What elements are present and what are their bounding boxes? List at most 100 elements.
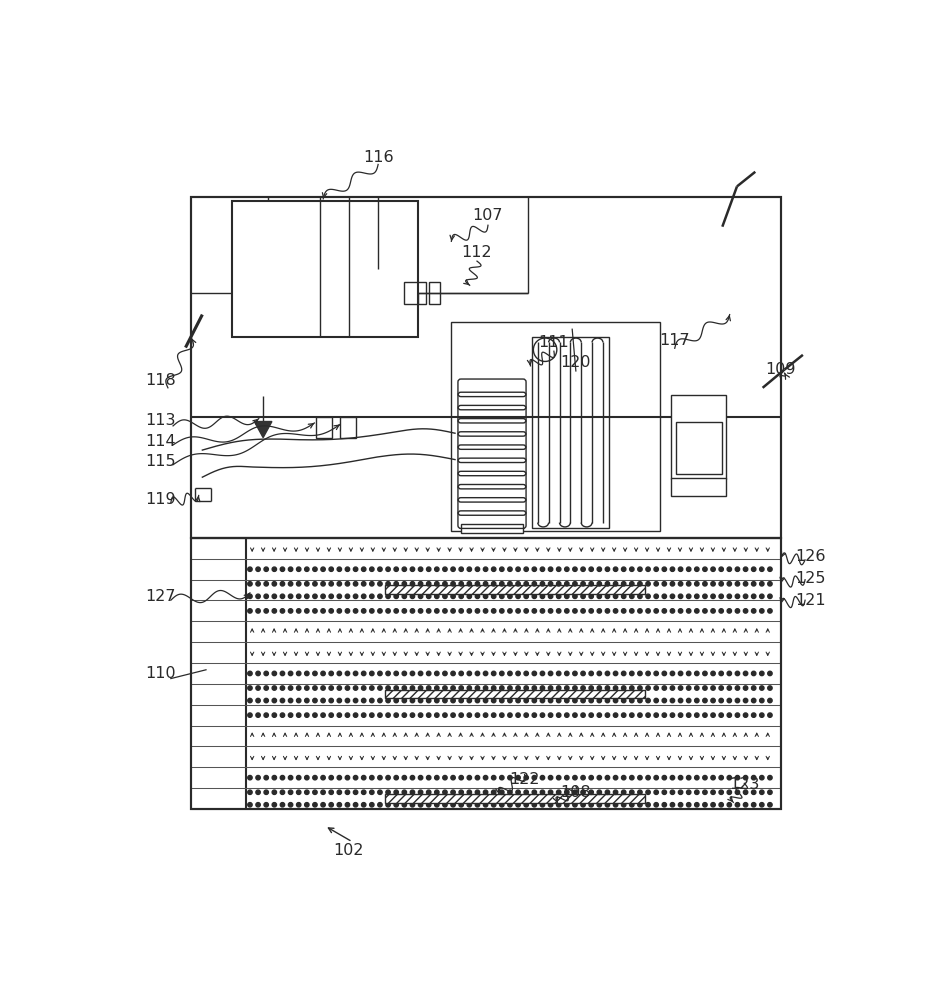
Circle shape [499,775,503,780]
Circle shape [304,609,309,613]
Circle shape [669,582,674,586]
Circle shape [288,671,293,676]
Circle shape [263,609,268,613]
Circle shape [329,582,333,586]
Circle shape [402,609,406,613]
Circle shape [280,790,284,794]
Bar [429,282,440,304]
Circle shape [288,609,293,613]
Circle shape [653,698,658,703]
Circle shape [678,567,683,571]
Circle shape [726,698,731,703]
Circle shape [369,803,374,807]
Circle shape [378,582,381,586]
Circle shape [288,790,293,794]
Circle shape [662,775,666,780]
Circle shape [507,671,512,676]
Circle shape [556,609,561,613]
Circle shape [263,671,268,676]
Circle shape [369,698,374,703]
Circle shape [353,594,358,599]
Circle shape [385,594,390,599]
Circle shape [645,686,649,690]
Circle shape [581,698,584,703]
Circle shape [572,686,577,690]
Circle shape [247,609,252,613]
Circle shape [750,713,755,717]
Circle shape [572,803,577,807]
Circle shape [499,686,503,690]
Circle shape [272,686,277,690]
Circle shape [710,803,715,807]
Circle shape [662,803,666,807]
Circle shape [662,609,666,613]
Circle shape [507,803,512,807]
Circle shape [426,609,430,613]
Circle shape [750,790,755,794]
Circle shape [280,609,284,613]
Circle shape [645,698,649,703]
Circle shape [540,567,544,571]
Circle shape [329,671,333,676]
Text: 115: 115 [145,454,176,469]
Circle shape [678,803,683,807]
Circle shape [434,582,439,586]
Circle shape [312,713,317,717]
Circle shape [613,698,617,703]
Circle shape [353,582,358,586]
Circle shape [743,790,747,794]
Circle shape [572,698,577,703]
Circle shape [564,609,568,613]
Circle shape [418,803,422,807]
Circle shape [321,671,325,676]
Circle shape [418,698,422,703]
Circle shape [499,803,503,807]
Circle shape [759,713,763,717]
Circle shape [296,698,300,703]
Circle shape [369,790,374,794]
Circle shape [345,803,349,807]
Circle shape [743,775,747,780]
Circle shape [613,775,617,780]
Circle shape [304,582,309,586]
Circle shape [629,582,633,586]
Circle shape [718,582,722,586]
Circle shape [418,790,422,794]
Circle shape [604,686,609,690]
Circle shape [418,671,422,676]
Circle shape [507,609,512,613]
Circle shape [491,567,496,571]
Circle shape [548,713,552,717]
Circle shape [597,594,601,599]
Circle shape [337,698,341,703]
Circle shape [247,582,252,586]
Circle shape [483,582,487,586]
Circle shape [637,671,642,676]
Circle shape [743,609,747,613]
Circle shape [653,686,658,690]
Circle shape [321,713,325,717]
Circle shape [743,594,747,599]
Circle shape [337,567,341,571]
Circle shape [669,698,674,703]
Circle shape [256,609,260,613]
Circle shape [662,582,666,586]
Circle shape [450,686,455,690]
Circle shape [337,671,341,676]
Circle shape [483,775,487,780]
Circle shape [247,671,252,676]
Circle shape [694,582,699,586]
Circle shape [767,686,771,690]
Circle shape [378,698,381,703]
Circle shape [734,671,739,676]
Circle shape [588,803,593,807]
Circle shape [734,775,739,780]
Circle shape [329,698,333,703]
Circle shape [288,775,293,780]
Circle shape [629,594,633,599]
Circle shape [491,698,496,703]
Circle shape [450,803,455,807]
Circle shape [369,671,374,676]
Circle shape [321,594,325,599]
Circle shape [483,790,487,794]
